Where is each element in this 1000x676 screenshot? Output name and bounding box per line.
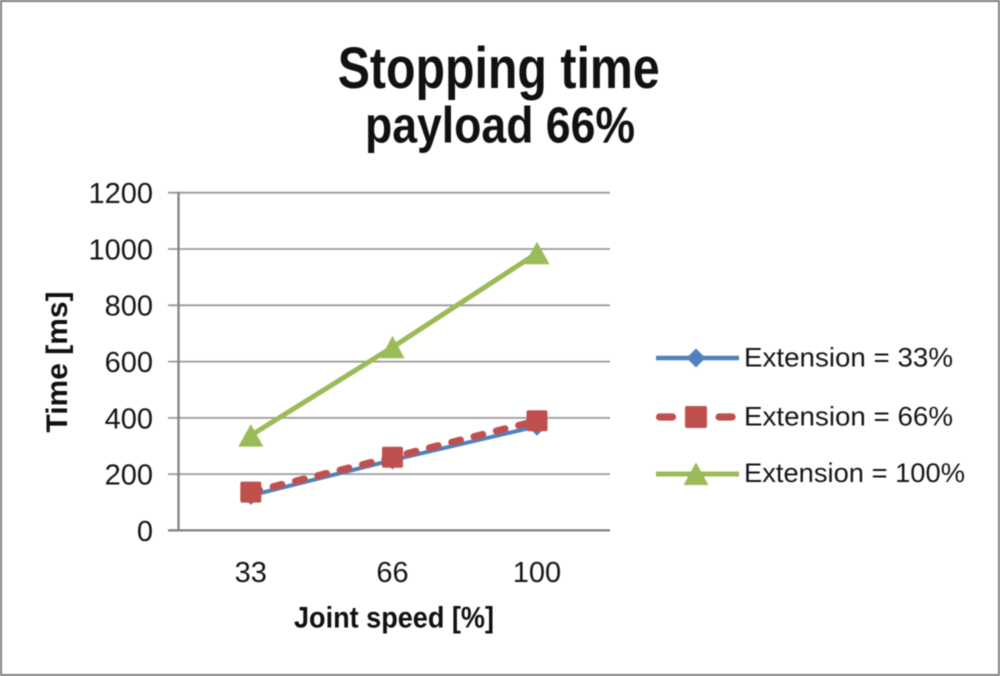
svg-text:600: 600 xyxy=(105,347,153,379)
svg-text:800: 800 xyxy=(105,291,153,323)
svg-text:400: 400 xyxy=(105,403,153,435)
svg-text:Joint speed [%]: Joint speed [%] xyxy=(294,602,494,635)
svg-text:Extension = 100%: Extension = 100% xyxy=(744,458,965,488)
svg-text:0: 0 xyxy=(137,516,153,548)
svg-text:66: 66 xyxy=(376,557,408,589)
svg-text:1000: 1000 xyxy=(88,234,153,266)
svg-text:100: 100 xyxy=(513,557,561,589)
svg-text:200: 200 xyxy=(105,460,153,492)
svg-text:payload 66%: payload 66% xyxy=(365,97,635,154)
svg-text:33: 33 xyxy=(235,557,267,589)
svg-text:Time [ms]: Time [ms] xyxy=(41,291,74,432)
svg-text:Extension = 33%: Extension = 33% xyxy=(744,343,953,373)
svg-text:Extension = 66%: Extension = 66% xyxy=(744,402,953,432)
svg-text:1200: 1200 xyxy=(88,178,153,210)
svg-text:Stopping time: Stopping time xyxy=(338,36,660,101)
